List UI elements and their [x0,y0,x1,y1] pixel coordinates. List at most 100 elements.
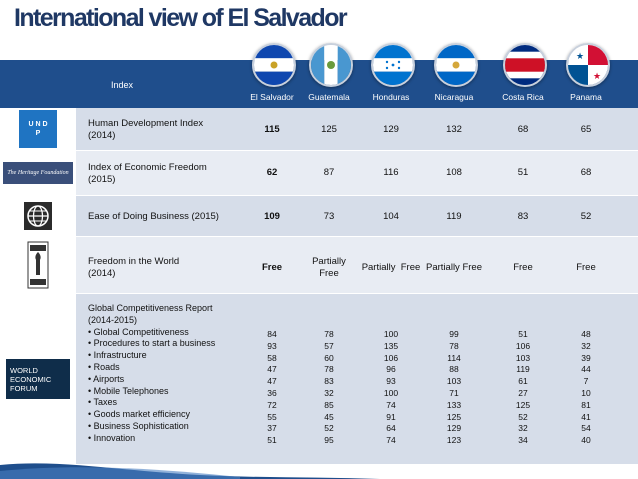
gci-value: 135 [383,340,399,351]
gci-value: 84 [267,329,277,339]
gci-value: 32 [324,387,334,398]
flag-panama-icon: ★ ★ [566,43,610,87]
undp-logo-text: U N D P [28,121,48,137]
gci-value: 123 [446,435,462,446]
gci-column-nicaragua: 99 78 114 88 103 71 133 125 129 123 [422,329,486,447]
svg-text:★: ★ [593,72,601,82]
gci-value: 52 [324,423,334,434]
row-band-doing-business [0,196,638,236]
gci-value: 36 [267,387,277,398]
gci-value: 57 [324,340,334,351]
cell-ief-panama: 68 [580,167,592,178]
row-label-freedom: Freedom in the World (2014) [88,256,179,280]
gci-value: 37 [267,423,277,434]
flag-el-salvador-icon [252,43,296,87]
gci-value: 72 [267,399,277,410]
gci-value: 106 [383,352,399,363]
country-el-salvador: El Salvador [250,92,294,102]
gci-item: Airports [88,374,215,386]
gci-value: 60 [324,352,334,363]
gci-value: 74 [386,399,396,410]
flag-costa-rica-icon [503,43,547,87]
wef-logo-line-2: ECONOMIC [10,374,52,384]
cell-hdi-el-salvador: 115 [264,124,280,135]
gci-value: 71 [449,387,459,398]
gci-value: 74 [386,435,396,446]
gci-column-costa-rica: 51 106 103 119 61 27 125 52 32 34 [491,329,555,447]
world-bank-logo [0,196,76,236]
row-label-doing-business-line-1: Ease of Doing Business (2015) [88,211,219,222]
gci-value: 10 [581,387,591,398]
page-title: International view of El Salvador [14,4,348,32]
globe-icon [24,202,52,230]
row-label-ief-line-1: Index of Economic Freedom [88,162,207,173]
gci-value: 78 [324,329,334,339]
gci-item: Procedures to start a business [88,338,216,350]
gci-subtitle: (2014-2015) [88,314,138,325]
gci-value: 114 [447,352,461,363]
country-panama: Panama [570,92,602,102]
gci-value: 78 [324,364,334,375]
gci-value: 103 [446,376,462,387]
cell-doing-business-el-salvador: 109 [264,211,280,222]
gci-value: 88 [449,364,459,375]
cell-hdi-costa-rica: 68 [517,124,529,135]
gci-column-el-salvador: 84 93 58 47 47 36 72 55 37 51 [240,329,304,447]
heritage-logo-text: The Heritage Foundation [7,170,69,176]
cell-ief-guatemala: 87 [323,167,335,178]
gci-column-panama: 48 32 39 44 7 10 81 41 54 40 [554,329,618,447]
gci-column-honduras: 100 135 106 96 93 100 74 91 64 74 [359,329,423,447]
gci-value: 93 [267,340,277,351]
gci-value: 95 [324,435,334,446]
gci-item: Infrastructure [88,350,215,362]
heritage-foundation-logo: The Heritage Foundation [0,151,76,195]
gci-value: 58 [267,352,277,363]
cell-hdi-guatemala: 125 [321,124,337,135]
gci-value: 32 [581,340,591,351]
gci-value: 51 [518,329,528,339]
cell-freedom-panama: Free [576,262,596,273]
country-nicaragua: Nicaragua [434,92,474,102]
flag-honduras-icon [371,43,415,87]
gci-value: 129 [446,423,462,434]
gci-value: 40 [581,435,591,446]
flag-guatemala-icon [309,43,353,87]
row-label-freedom-line-1: Freedom in the World [88,256,180,267]
torch-icon [27,241,49,289]
gci-value: 7 [583,376,589,387]
row-band-ief [0,151,638,195]
gci-item: Global Competitiveness [88,327,215,339]
gci-value: 39 [581,352,591,363]
gci-value: 52 [518,411,528,422]
gci-value: 100 [383,329,399,339]
row-label-hdi-line-1: Human Development Index [88,118,204,129]
gci-block: Global Competitiveness Report (2014-2015… [88,303,215,445]
cell-hdi-panama: 65 [580,124,592,135]
flag-nicaragua-icon [434,43,478,87]
gci-value: 47 [267,376,277,387]
row-label-freedom-line-2: (2014) [88,268,116,279]
cell-freedom-honduras: Partially Free [361,262,421,273]
gci-item: Innovation [88,433,215,445]
gci-value: 85 [324,399,334,410]
cell-ief-nicaragua: 108 [446,167,462,178]
cell-freedom-el-salvador: Free [261,262,283,273]
gci-value: 81 [581,399,591,410]
wef-logo: WORLD ECONOMIC FORUM [0,294,76,464]
row-label-doing-business: Ease of Doing Business (2015) [88,211,219,223]
cell-doing-business-nicaragua: 119 [446,211,462,222]
cell-doing-business-honduras: 104 [383,211,399,222]
gci-item: Taxes [88,397,215,409]
gci-item: Business Sophistication [88,421,215,433]
gci-title: Global Competitiveness Report [88,303,213,313]
gci-value: 99 [449,329,459,339]
gci-value: 27 [518,387,528,398]
gci-value: 119 [516,364,530,375]
country-honduras: Honduras [372,92,410,102]
gci-value: 125 [446,411,462,422]
country-guatemala: Guatemala [308,92,350,102]
gci-item: Roads [88,362,215,374]
gci-value: 78 [449,340,459,351]
gci-value: 93 [386,376,396,387]
gci-value: 133 [446,399,462,410]
